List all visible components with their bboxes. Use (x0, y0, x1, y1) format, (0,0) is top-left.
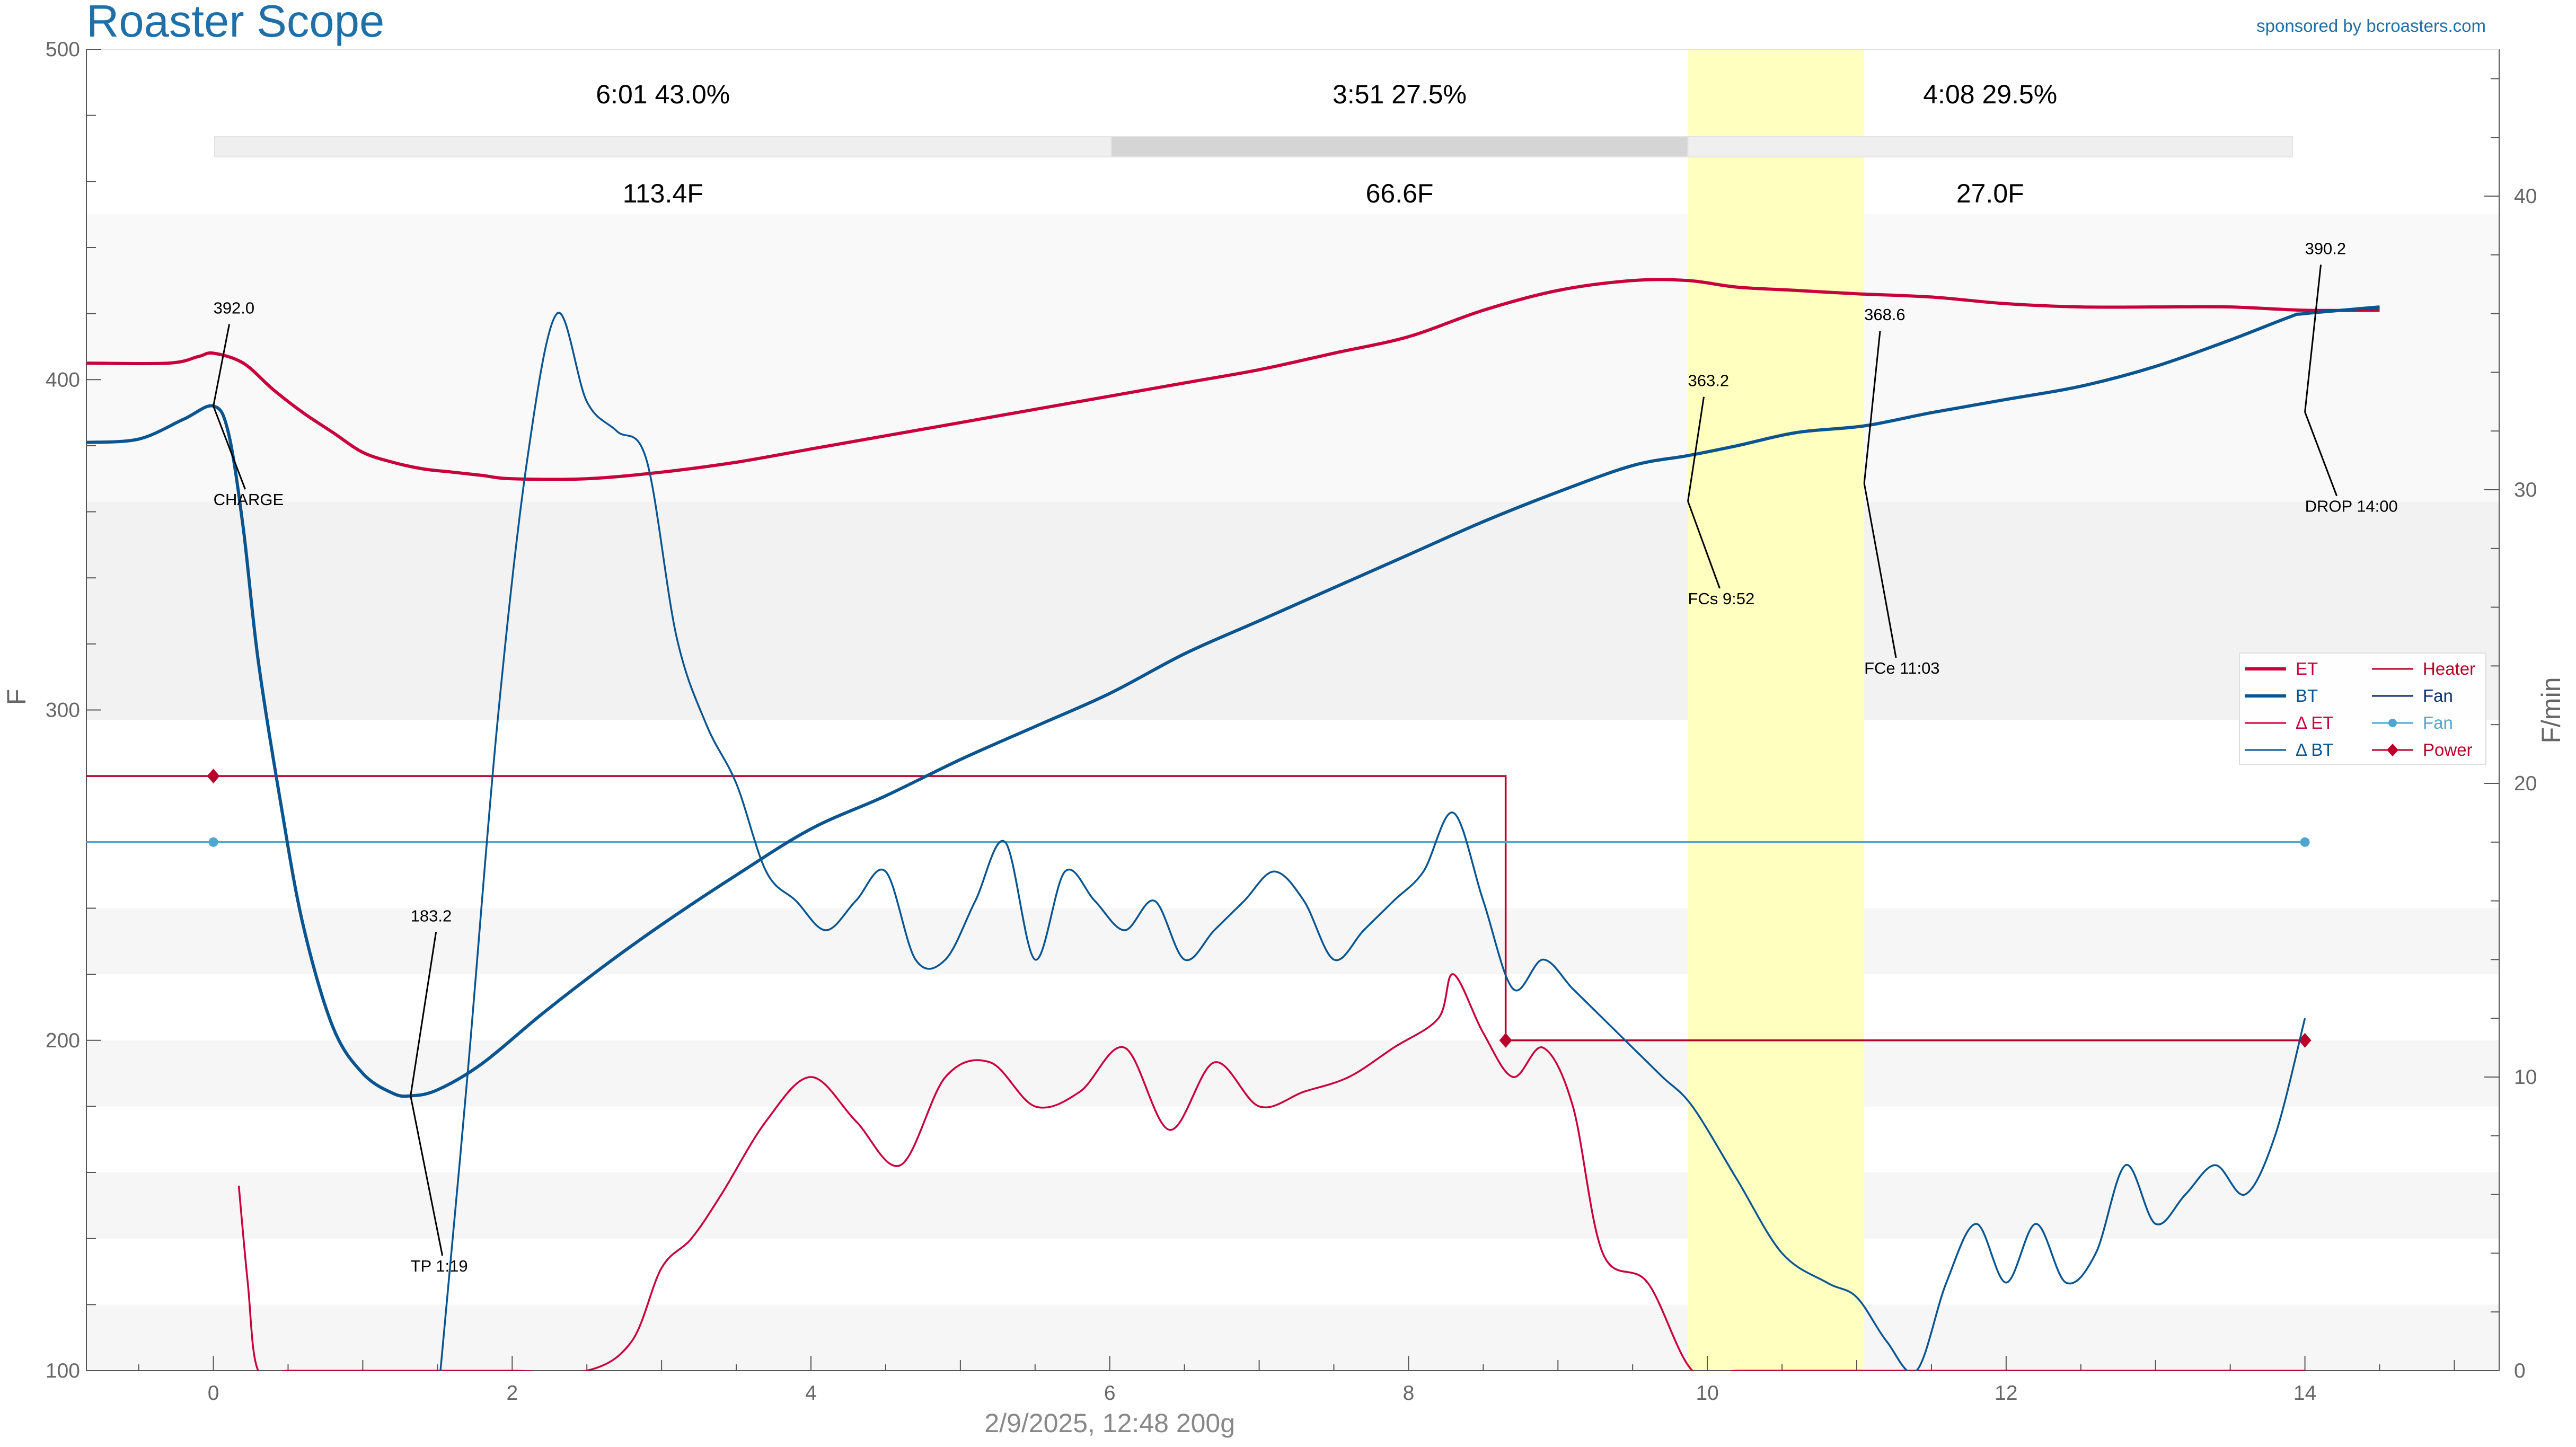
legend-label: BT (2296, 686, 2318, 705)
annotation-value: 390.2 (2305, 239, 2346, 258)
annotation-leader (2304, 411, 2337, 497)
phase-time-label: 4:08 29.5% (1923, 80, 2057, 109)
legend-label: Δ BT (2296, 740, 2334, 760)
annotation-event: DROP 14:00 (2305, 497, 2398, 516)
series-delta-bt-line (439, 312, 2306, 1371)
y2-tick-label: 20 (2514, 772, 2537, 795)
phase-delta-label: 113.4F (623, 179, 703, 208)
phase-delta-label: 27.0F (1956, 179, 2024, 208)
legend-label: Δ ET (2296, 713, 2334, 733)
phase-bar (214, 136, 2293, 157)
background-band (86, 501, 2499, 720)
annotation-leader (1863, 483, 1897, 658)
sponsor-link[interactable]: sponsored by bcroasters.com (2256, 16, 2486, 36)
legend-label: Power (2423, 740, 2473, 760)
background-band (86, 1172, 2499, 1239)
x-tick-label: 10 (1696, 1382, 1718, 1405)
fan-marker (208, 837, 218, 847)
heater-line (86, 775, 2305, 1042)
annotation-leader (213, 405, 246, 490)
annotation-event: FCs 9:52 (1688, 589, 1755, 608)
annotation-leader (410, 932, 437, 1096)
y-axis-label: F (2, 689, 31, 705)
x-tick-label: 12 (1995, 1382, 2017, 1405)
annotation-value: 368.6 (1864, 305, 1905, 324)
annotation-event: FCe 11:03 (1864, 659, 1939, 677)
y2-axis-label: F/min (2536, 677, 2566, 744)
annotation-leader (410, 1096, 444, 1256)
x-tick-label: 2 (506, 1382, 518, 1405)
legend-label: Heater (2423, 659, 2475, 678)
y2-tick-label: 0 (2514, 1360, 2526, 1382)
background-band (86, 214, 2499, 502)
y2-tick-label: 10 (2514, 1066, 2537, 1089)
annotation-value: 363.2 (1688, 372, 1730, 390)
annotation-leader (1863, 330, 1881, 484)
legend-box (2239, 652, 2486, 765)
legend-label: ET (2296, 659, 2318, 678)
series-bt-line (86, 305, 2380, 1098)
legend-marker (2387, 744, 2398, 756)
phase-segment (214, 136, 1112, 157)
background-band (86, 1304, 2499, 1371)
x-tick-label: 4 (805, 1382, 817, 1405)
background-band (86, 1040, 2499, 1107)
y2-tick-label: 40 (2514, 185, 2537, 208)
annotation-event: CHARGE (214, 490, 284, 509)
series-et-line (86, 278, 2380, 481)
legend-label: Fan (2423, 686, 2453, 705)
phase-segment (1687, 136, 2293, 157)
annotation-event: TP 1:19 (411, 1257, 468, 1275)
event-annotations: 392.0 CHARGE 183.2 TP 1:19 363.2 FCs 9:52 368.… (213, 239, 2398, 1275)
app-title: Roaster Scope (86, 0, 385, 47)
phase-time-label: 6:01 43.0% (596, 80, 730, 109)
series-lines (86, 278, 2380, 1371)
y-tick-label: 200 (46, 1029, 80, 1052)
y-tick-label: 500 (46, 38, 80, 61)
annotation-leader (1687, 501, 1721, 589)
legend: ET BT Δ ET Δ BT Heater Fan Fan Power (2239, 652, 2486, 765)
y2-tick-label: 30 (2514, 479, 2537, 501)
background-band (86, 908, 2499, 975)
phase-delta-label: 66.6F (1366, 179, 1434, 208)
first-crack-band (1688, 49, 1865, 1371)
annotation-leader (213, 324, 231, 407)
legend-marker (2388, 719, 2397, 727)
legend-label: Fan (2423, 713, 2453, 733)
annotation-value: 392.0 (214, 299, 255, 317)
power-marker (2298, 1033, 2312, 1048)
phase-labels: 6:01 43.0% 113.4F 3:51 27.5% 66.6F 4:08 29.5… (596, 80, 2057, 208)
background-bands (86, 49, 2499, 1371)
y-tick-label: 100 (46, 1360, 80, 1382)
y-tick-label: 400 (46, 368, 80, 391)
phase-time-label: 3:51 27.5% (1333, 80, 1467, 109)
power-marker (207, 769, 220, 784)
x-tick-label: 0 (208, 1382, 219, 1405)
footer-info: 2/9/2025, 12:48 200g (984, 1408, 1235, 1438)
power-marker (1499, 1033, 1512, 1048)
series-delta-et-line (237, 973, 2305, 1371)
annotation-leader (1687, 396, 1705, 501)
x-tick-label: 8 (1403, 1382, 1415, 1405)
phase-segment (1110, 136, 1689, 157)
y-tick-label: 300 (46, 699, 80, 722)
x-tick-label: 6 (1104, 1382, 1116, 1405)
fan-marker (2300, 837, 2310, 847)
x-tick-label: 14 (2293, 1382, 2316, 1405)
annotation-value: 183.2 (411, 906, 452, 925)
annotation-leader (2304, 264, 2322, 412)
control-lines (86, 769, 2312, 1048)
